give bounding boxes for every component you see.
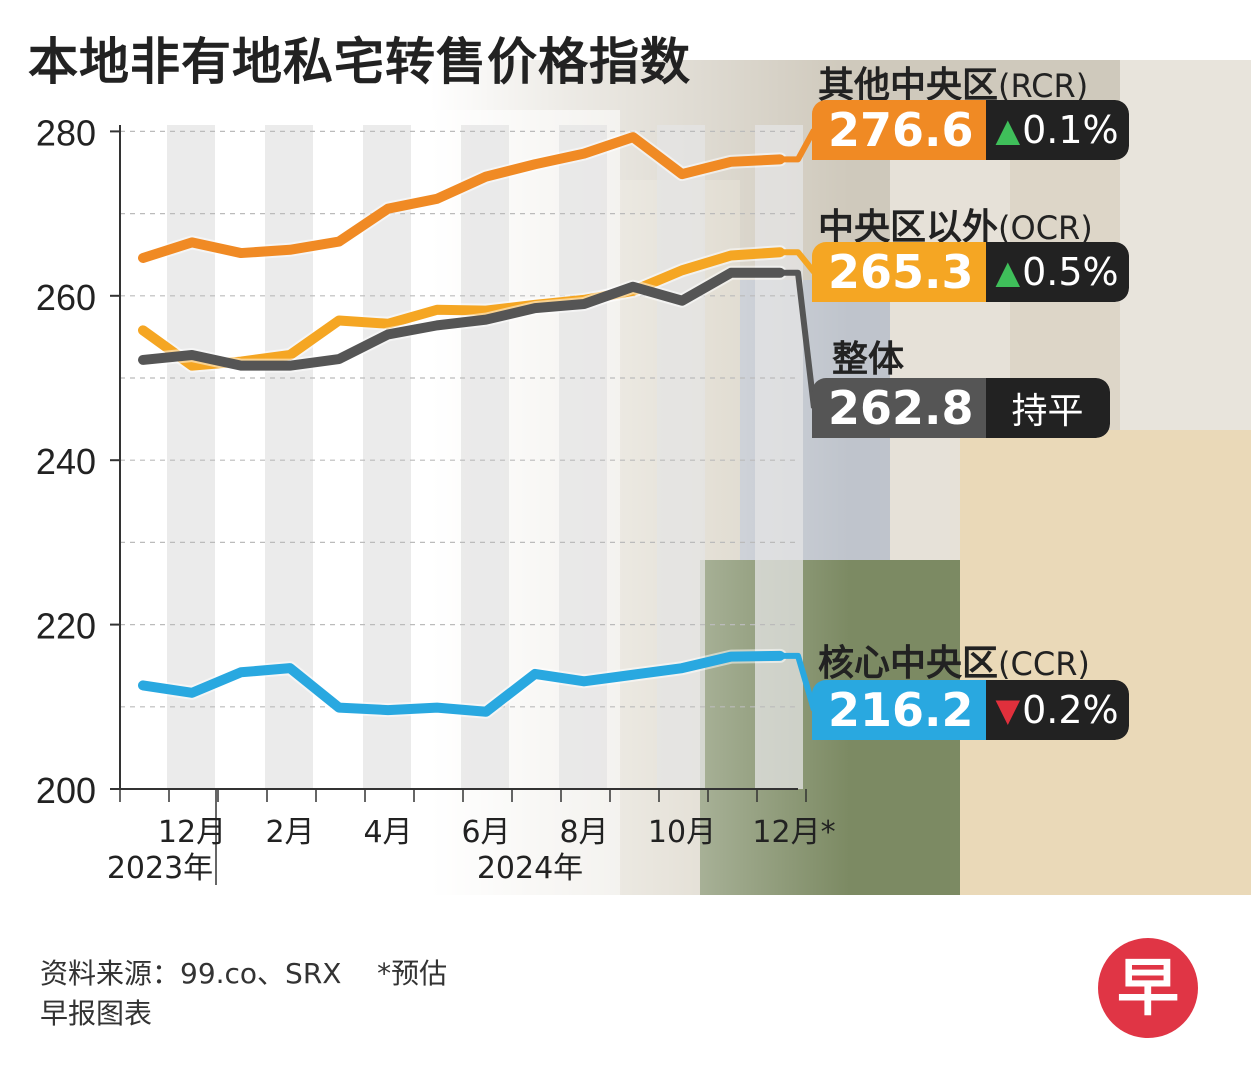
label-ccr: 核心中央区(CCR) (818, 634, 1090, 686)
y-tick-label: 220 (36, 606, 96, 647)
x-tick-label: 12月* (752, 815, 835, 850)
x-tick-label: 8月 (559, 815, 608, 850)
rcr-change: ▲ 0.1% (985, 100, 1129, 160)
ocr-value-box: 265.3 ▲ 0.5% (812, 242, 1129, 302)
label-ocr: 中央区以外(OCR) (818, 198, 1093, 250)
y-tick-label: 260 (36, 277, 96, 318)
ccr-code: (CCR) (998, 645, 1090, 683)
y-tick-label: 200 (36, 770, 96, 811)
ccr-name: 核心中央区 (818, 643, 999, 684)
ocr-name: 中央区以外 (818, 207, 999, 248)
overall-change: 持平 (985, 378, 1110, 438)
year-label: 2023年 (107, 851, 213, 886)
x-tick-label: 6月 (461, 815, 510, 850)
label-rcr: 其他中央区(RCR) (818, 56, 1088, 108)
series-line-overall (138, 267, 785, 371)
chart-title: 本地非有地私宅转售价格指数 (28, 33, 691, 91)
credit: 早报图表 (40, 997, 153, 1030)
ccr-value-box: 216.2 ▼ 0.2% (812, 680, 1129, 740)
connector-ocr (780, 249, 817, 274)
source-text: 资料来源：99.co、SRX (40, 957, 342, 990)
ocr-change-text: 0.5% (1022, 250, 1119, 294)
connector-overall (780, 269, 817, 409)
ccr-change-text: 0.2% (1022, 688, 1119, 732)
month-band (363, 125, 411, 789)
month-band (755, 125, 803, 789)
rcr-code: (RCR) (998, 67, 1089, 105)
rcr-change-text: 0.1% (1022, 108, 1119, 152)
x-tick-label: 12月 (158, 815, 226, 850)
axes: 200 220 240 260 280 12月 2月 4月 6月 8月 10月 12月* 2023年 20… (36, 112, 836, 886)
rcr-latest: 276.6 (812, 100, 986, 160)
month-band (461, 125, 509, 789)
y-tick-label: 240 (36, 441, 96, 482)
x-tick-label: 10月 (648, 815, 716, 850)
rcr-name: 其他中央区 (818, 65, 999, 106)
overall-latest: 262.8 (812, 378, 986, 438)
year-label: 2024年 (477, 851, 583, 886)
ocr-code: (OCR) (998, 209, 1093, 247)
grid-bands (120, 125, 803, 789)
connector-ccr (780, 652, 817, 711)
ocr-latest: 265.3 (812, 242, 986, 302)
series-lines (136, 128, 817, 719)
month-band (657, 125, 705, 789)
month-band (559, 125, 607, 789)
zaobao-logo: 早 (1098, 938, 1198, 1038)
label-overall: 整体 (832, 330, 904, 382)
y-tick-label: 280 (36, 112, 96, 153)
background-photo (430, 60, 1251, 895)
source-line: 资料来源：99.co、SRX *预估 (40, 952, 447, 992)
estimate-note: *预估 (377, 957, 448, 990)
ocr-change: ▲ 0.5% (985, 242, 1129, 302)
ccr-change: ▼ 0.2% (985, 680, 1129, 740)
up-arrow-icon: ▲ (995, 111, 1021, 149)
overall-value-box: 262.8 持平 (812, 378, 1110, 438)
overall-name: 整体 (832, 339, 905, 380)
rcr-value-box: 276.6 ▲ 0.1% (812, 100, 1129, 160)
down-arrow-icon: ▼ (995, 691, 1021, 729)
x-tick-label: 4月 (363, 815, 412, 850)
series-line-rcr (138, 132, 785, 263)
x-tick-label: 2月 (265, 815, 314, 850)
series-line-ccr (138, 650, 785, 717)
ccr-latest: 216.2 (812, 680, 986, 740)
connector-rcr (780, 128, 817, 163)
up-arrow-icon: ▲ (995, 253, 1021, 291)
